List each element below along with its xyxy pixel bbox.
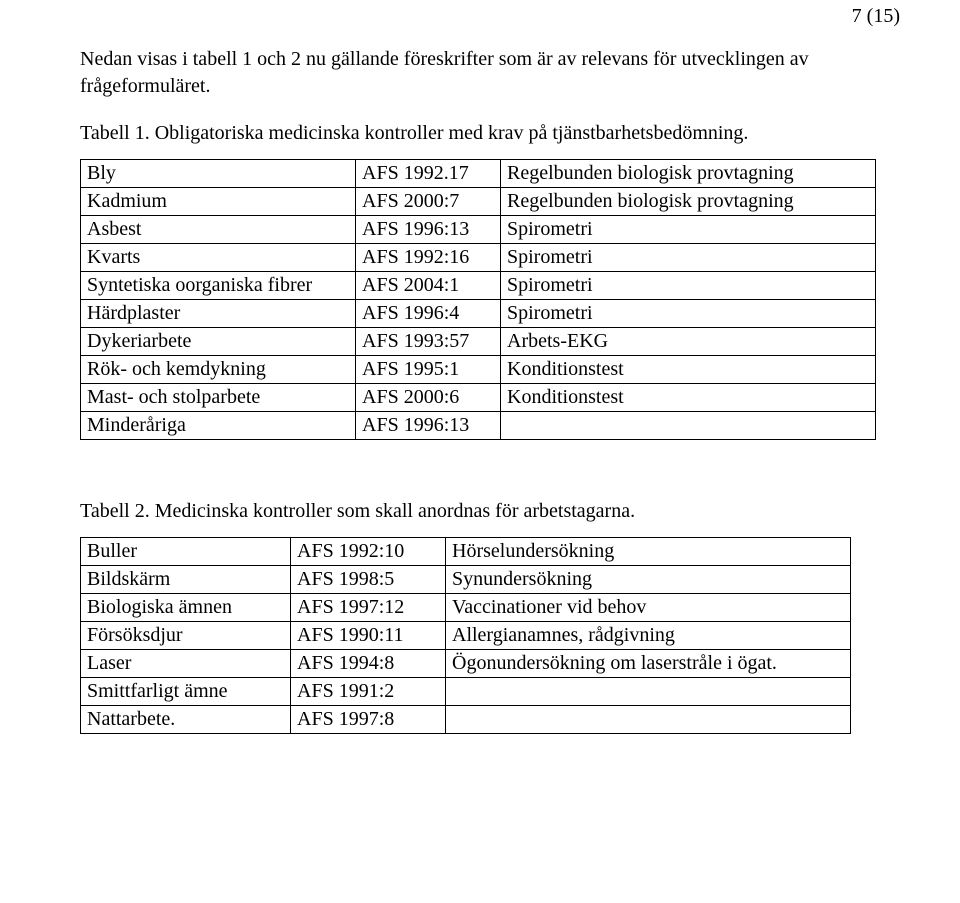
page: 7 (15) Nedan visas i tabell 1 och 2 nu g… xyxy=(0,0,960,903)
table-cell: Asbest xyxy=(81,216,356,244)
table-cell: Syntetiska oorganiska fibrer xyxy=(81,272,356,300)
table-cell: Hörselundersökning xyxy=(446,538,851,566)
table-cell: AFS 1991:2 xyxy=(291,678,446,706)
table-cell: AFS 1992.17 xyxy=(356,160,501,188)
table-cell: AFS 1996:4 xyxy=(356,300,501,328)
table-row: KadmiumAFS 2000:7Regelbunden biologisk p… xyxy=(81,188,876,216)
intro-paragraph: Nedan visas i tabell 1 och 2 nu gällande… xyxy=(80,46,880,100)
table-cell: AFS 1992:16 xyxy=(356,244,501,272)
table-cell: AFS 1998:5 xyxy=(291,566,446,594)
table-row: Rök- och kemdykningAFS 1995:1Konditionst… xyxy=(81,356,876,384)
table-row: Smittfarligt ämneAFS 1991:2 xyxy=(81,678,851,706)
table-cell: Konditionstest xyxy=(501,356,876,384)
page-number: 7 (15) xyxy=(852,5,900,28)
table-cell: Regelbunden biologisk provtagning xyxy=(501,160,876,188)
table-cell: AFS 1993:57 xyxy=(356,328,501,356)
table-row: AsbestAFS 1996:13Spirometri xyxy=(81,216,876,244)
table-cell: Spirometri xyxy=(501,300,876,328)
table-cell: AFS 2000:7 xyxy=(356,188,501,216)
table-cell: Rök- och kemdykning xyxy=(81,356,356,384)
table-cell xyxy=(446,678,851,706)
table-cell: Spirometri xyxy=(501,244,876,272)
table-cell: Allergianamnes, rådgivning xyxy=(446,622,851,650)
table-row: MinderårigaAFS 1996:13 xyxy=(81,412,876,440)
table-cell: Bildskärm xyxy=(81,566,291,594)
table-cell: Regelbunden biologisk provtagning xyxy=(501,188,876,216)
table-cell: AFS 1994:8 xyxy=(291,650,446,678)
table-cell: Buller xyxy=(81,538,291,566)
table-row: Biologiska ämnenAFS 1997:12Vaccinationer… xyxy=(81,594,851,622)
table-cell: Mast- och stolparbete xyxy=(81,384,356,412)
table-cell: Vaccinationer vid behov xyxy=(446,594,851,622)
table-cell: Spirometri xyxy=(501,272,876,300)
table-cell: Nattarbete. xyxy=(81,706,291,734)
table-cell: AFS 1992:10 xyxy=(291,538,446,566)
table-row: Nattarbete.AFS 1997:8 xyxy=(81,706,851,734)
table-row: DykeriarbeteAFS 1993:57Arbets-EKG xyxy=(81,328,876,356)
table-cell: Härdplaster xyxy=(81,300,356,328)
table-row: FörsöksdjurAFS 1990:11Allergianamnes, rå… xyxy=(81,622,851,650)
table-row: LaserAFS 1994:8Ögonundersökning om laser… xyxy=(81,650,851,678)
table-cell: Försöksdjur xyxy=(81,622,291,650)
table-cell: AFS 2004:1 xyxy=(356,272,501,300)
table1-caption: Tabell 1. Obligatoriska medicinska kontr… xyxy=(80,122,900,145)
table-cell xyxy=(501,412,876,440)
table-cell: AFS 1995:1 xyxy=(356,356,501,384)
table-cell: AFS 1996:13 xyxy=(356,216,501,244)
table-cell: AFS 1996:13 xyxy=(356,412,501,440)
table-row: HärdplasterAFS 1996:4Spirometri xyxy=(81,300,876,328)
table-row: KvartsAFS 1992:16Spirometri xyxy=(81,244,876,272)
table-cell: Laser xyxy=(81,650,291,678)
table-cell: AFS 2000:6 xyxy=(356,384,501,412)
table-cell: AFS 1990:11 xyxy=(291,622,446,650)
table-cell: Synundersökning xyxy=(446,566,851,594)
table-cell xyxy=(446,706,851,734)
table-row: Mast- och stolparbeteAFS 2000:6Kondition… xyxy=(81,384,876,412)
table2-caption: Tabell 2. Medicinska kontroller som skal… xyxy=(80,500,900,523)
table-row: BlyAFS 1992.17Regelbunden biologisk prov… xyxy=(81,160,876,188)
table-cell: Spirometri xyxy=(501,216,876,244)
table-cell: Biologiska ämnen xyxy=(81,594,291,622)
table-cell: Dykeriarbete xyxy=(81,328,356,356)
table-cell: Kadmium xyxy=(81,188,356,216)
table-row: BullerAFS 1992:10Hörselundersökning xyxy=(81,538,851,566)
table-cell: Arbets-EKG xyxy=(501,328,876,356)
table-cell: Konditionstest xyxy=(501,384,876,412)
table-cell: Minderåriga xyxy=(81,412,356,440)
table2: BullerAFS 1992:10HörselundersökningBilds… xyxy=(80,537,851,734)
table-row: Syntetiska oorganiska fibrerAFS 2004:1Sp… xyxy=(81,272,876,300)
table-cell: Smittfarligt ämne xyxy=(81,678,291,706)
table-row: BildskärmAFS 1998:5Synundersökning xyxy=(81,566,851,594)
table-cell: Ögonundersökning om laserstråle i ögat. xyxy=(446,650,851,678)
table-cell: AFS 1997:12 xyxy=(291,594,446,622)
table-cell: Kvarts xyxy=(81,244,356,272)
table-cell: AFS 1997:8 xyxy=(291,706,446,734)
table-cell: Bly xyxy=(81,160,356,188)
table1: BlyAFS 1992.17Regelbunden biologisk prov… xyxy=(80,159,876,440)
